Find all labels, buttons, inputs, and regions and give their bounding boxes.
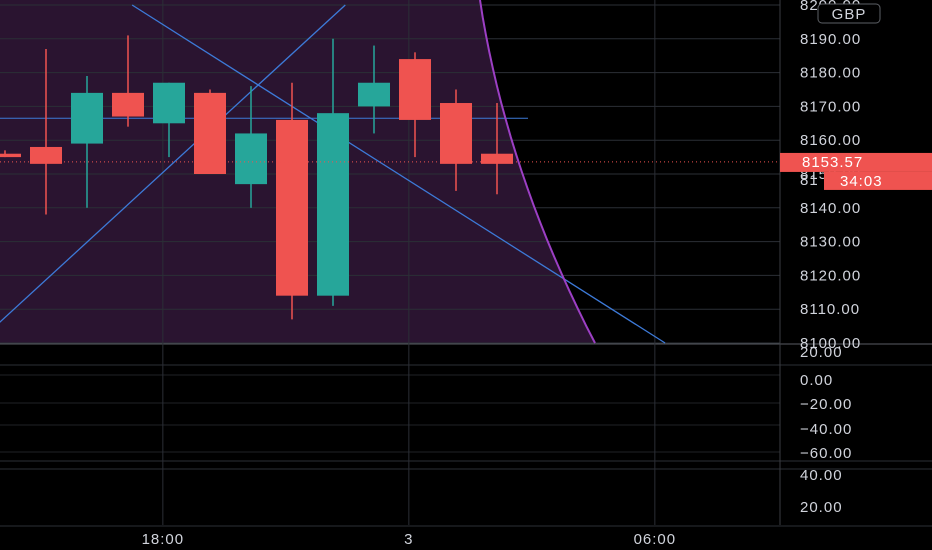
indicator-1-tick-label: 20.00 [800, 344, 843, 361]
price-tick-label: 8120.00 [800, 267, 861, 284]
last-price-label: 8153.57 [802, 154, 863, 171]
candle-body [0, 153, 21, 158]
currency-button[interactable]: GBP [817, 3, 881, 24]
candle-7 [276, 82, 308, 320]
price-tick-label: 8180.00 [800, 65, 861, 82]
currency-button-label[interactable]: GBP [832, 6, 867, 23]
indicator-axis-2: 40.00 20.00 [800, 467, 843, 516]
indicator-1-tick-label: 0.00 [800, 372, 833, 389]
currency-button-frame[interactable] [817, 3, 881, 24]
time-axis[interactable]: 18:00 3 06:00 [0, 525, 932, 550]
candle-11 [440, 89, 472, 191]
time-label: 18:00 [142, 531, 185, 548]
candle-body [317, 113, 349, 296]
candle-6 [235, 86, 267, 208]
candle-2 [71, 75, 103, 208]
price-tick-label: 8100.00 [800, 335, 861, 352]
indicator-1-tick-label: −40.00 [800, 421, 852, 438]
last-price-badge [780, 152, 932, 172]
indicator-1-tick-label: −20.00 [800, 396, 852, 413]
candle-body [112, 92, 144, 117]
curve-line [479, 0, 596, 344]
candle-body [153, 82, 185, 124]
candle-body [235, 133, 267, 185]
price-tick-label: 8140.00 [800, 200, 861, 217]
candle-body [358, 82, 390, 107]
candle-3 [112, 35, 144, 127]
price-tick-label: 8110.00 [800, 301, 860, 318]
candle-body [276, 119, 308, 296]
time-label: 3 [404, 531, 413, 548]
time-axis-bg [0, 526, 932, 550]
indicator-2-tick-label: 40.00 [800, 467, 843, 484]
candle-body [481, 153, 513, 164]
curve-boundary [479, 0, 596, 344]
price-tick-label: 8170.00 [800, 98, 861, 115]
trendlines[interactable] [0, 4, 666, 344]
candle-10 [399, 52, 431, 158]
candle-body [30, 146, 62, 164]
indicator-1-tick-label: −60.00 [800, 445, 852, 462]
candle-12 [481, 103, 513, 195]
candle-body [194, 92, 226, 174]
time-label: 06:00 [634, 531, 677, 548]
indicator-axis-1: 20.00 0.00 −20.00 −40.00 −60.00 [800, 344, 852, 462]
candle-1 [30, 48, 62, 215]
price-tick-label: 8160.00 [800, 132, 861, 149]
candle-body [440, 103, 472, 164]
trendline-0[interactable] [0, 4, 346, 336]
candle-body [399, 59, 431, 120]
price-tick-label-partial: 81 [800, 172, 819, 189]
trendline-1[interactable] [131, 4, 666, 344]
candle-5 [194, 89, 226, 174]
indicator-2-tick-label: 20.00 [800, 499, 843, 516]
candle-9 [358, 45, 390, 134]
candle-series [0, 35, 513, 320]
candle-body [71, 92, 103, 144]
candle-0 [0, 150, 21, 158]
countdown-label: 34:03 [840, 173, 883, 190]
countdown-badge [824, 171, 932, 190]
candle-8 [317, 38, 349, 306]
candle-4 [153, 82, 185, 158]
price-tick-label: 8190.00 [800, 31, 861, 48]
grid-lines [0, 0, 932, 525]
price-tick-label: 8130.00 [800, 234, 861, 251]
